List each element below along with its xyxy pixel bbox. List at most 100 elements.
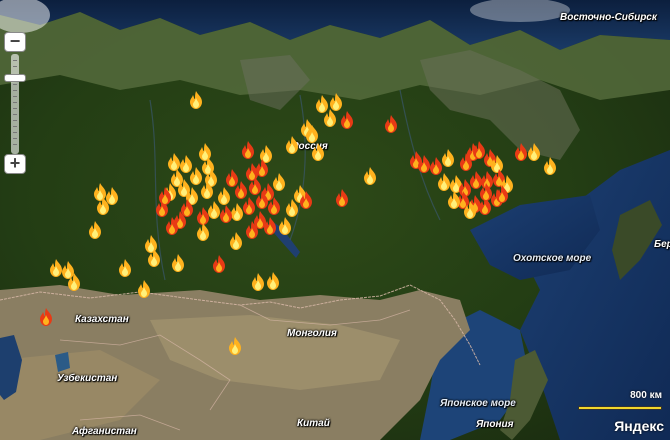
fire-icon[interactable] — [335, 189, 349, 207]
fire-icon[interactable] — [456, 191, 470, 209]
fire-icon[interactable] — [248, 177, 262, 195]
fire-icon[interactable] — [228, 337, 242, 355]
fire-icon[interactable] — [61, 261, 75, 279]
fire-icon[interactable] — [463, 201, 477, 219]
fire-icon[interactable] — [200, 181, 214, 199]
fire-icon[interactable] — [479, 183, 493, 201]
fire-icon[interactable] — [234, 181, 248, 199]
fire-icon[interactable] — [495, 185, 509, 203]
fire-icon[interactable] — [96, 197, 110, 215]
zoom-tick — [13, 138, 17, 139]
fire-icon[interactable] — [241, 141, 255, 159]
fire-icon[interactable] — [179, 155, 193, 173]
label-sea-of-japan: Японское море — [440, 398, 516, 409]
fire-icon[interactable] — [67, 273, 81, 291]
fire-icon[interactable] — [255, 159, 269, 177]
fire-icon[interactable] — [437, 173, 451, 191]
fire-icon[interactable] — [259, 145, 273, 163]
fire-icon[interactable] — [105, 187, 119, 205]
fire-icon[interactable] — [492, 169, 506, 187]
fire-icon[interactable] — [543, 157, 557, 175]
fire-icon[interactable] — [490, 155, 504, 173]
fire-icon[interactable] — [185, 187, 199, 205]
fire-icon[interactable] — [189, 167, 203, 185]
zoom-out-button[interactable]: − — [4, 32, 26, 52]
fire-icon[interactable] — [449, 175, 463, 193]
fire-icon[interactable] — [514, 143, 528, 161]
fire-icon[interactable] — [137, 280, 151, 298]
fire-icon[interactable] — [447, 191, 461, 209]
fire-icon[interactable] — [212, 255, 226, 273]
fire-icon[interactable] — [266, 272, 280, 290]
fire-icon[interactable] — [478, 197, 492, 215]
fire-icon[interactable] — [263, 217, 277, 235]
fire-icon[interactable] — [165, 217, 179, 235]
label-east-siberian-sea: Восточно-Сибирск — [560, 12, 657, 23]
map-scale: 800 км — [578, 390, 662, 412]
fire-icon[interactable] — [323, 109, 337, 127]
fire-icon[interactable] — [229, 232, 243, 250]
fire-icon[interactable] — [311, 143, 325, 161]
fire-icon[interactable] — [285, 136, 299, 154]
fire-icon[interactable] — [225, 169, 239, 187]
fire-icon[interactable] — [158, 187, 172, 205]
fire-icon[interactable] — [217, 187, 231, 205]
label-okhotsk-sea: Охотское море — [513, 253, 592, 264]
label-afghanistan: Афганистан — [72, 426, 137, 437]
fire-icon[interactable] — [245, 163, 259, 181]
fire-icon[interactable] — [219, 205, 233, 223]
fire-icon[interactable] — [230, 203, 244, 221]
fire-icon[interactable] — [253, 211, 267, 229]
fire-icon[interactable] — [144, 235, 158, 253]
fire-icon[interactable] — [170, 169, 184, 187]
fire-icon[interactable] — [384, 115, 398, 133]
fire-icon[interactable] — [171, 254, 185, 272]
fire-icon[interactable] — [167, 153, 181, 171]
fire-icon[interactable] — [245, 221, 259, 239]
zoom-tick — [13, 120, 17, 121]
fire-icon[interactable] — [198, 143, 212, 161]
fire-icon[interactable] — [196, 223, 210, 241]
fire-icon[interactable] — [196, 207, 210, 225]
fire-icon[interactable] — [315, 95, 329, 113]
fire-icon[interactable] — [189, 91, 203, 109]
fire-icon[interactable] — [204, 169, 218, 187]
fire-icon[interactable] — [441, 149, 455, 167]
fire-icon[interactable] — [363, 167, 377, 185]
zoom-tick — [13, 60, 17, 61]
fire-icon[interactable] — [305, 125, 319, 143]
fire-icon[interactable] — [49, 259, 63, 277]
yandex-logo[interactable]: Яндекс — [614, 418, 664, 434]
fire-icon[interactable] — [278, 217, 292, 235]
fire-icon[interactable] — [177, 179, 191, 197]
zoom-slider-track[interactable] — [11, 54, 19, 154]
fire-icon[interactable] — [88, 221, 102, 239]
fire-icon[interactable] — [93, 183, 107, 201]
fire-icon[interactable] — [39, 308, 53, 326]
fire-icon[interactable] — [340, 111, 354, 129]
fire-icon[interactable] — [285, 199, 299, 217]
fire-icon[interactable] — [429, 157, 443, 175]
zoom-control[interactable]: − + — [4, 32, 26, 176]
fire-icon[interactable] — [469, 171, 483, 189]
fire-icon[interactable] — [272, 173, 286, 191]
fire-icon[interactable] — [267, 197, 281, 215]
fire-icon[interactable] — [417, 155, 431, 173]
fire-icon[interactable] — [242, 197, 256, 215]
zoom-slider-handle[interactable] — [4, 74, 26, 82]
fire-icon[interactable] — [527, 143, 541, 161]
zoom-tick — [13, 108, 17, 109]
fire-icon[interactable] — [147, 249, 161, 267]
zoom-tick — [13, 90, 17, 91]
fire-icon[interactable] — [118, 259, 132, 277]
fire-icon[interactable] — [207, 201, 221, 219]
fire-icon[interactable] — [180, 199, 194, 217]
fire-icon[interactable] — [255, 191, 269, 209]
fire-icon[interactable] — [472, 141, 486, 159]
fire-icon[interactable] — [329, 93, 343, 111]
zoom-tick — [13, 114, 17, 115]
zoom-in-button[interactable]: + — [4, 154, 26, 174]
fire-icon[interactable] — [251, 273, 265, 291]
fire-icon[interactable] — [299, 191, 313, 209]
